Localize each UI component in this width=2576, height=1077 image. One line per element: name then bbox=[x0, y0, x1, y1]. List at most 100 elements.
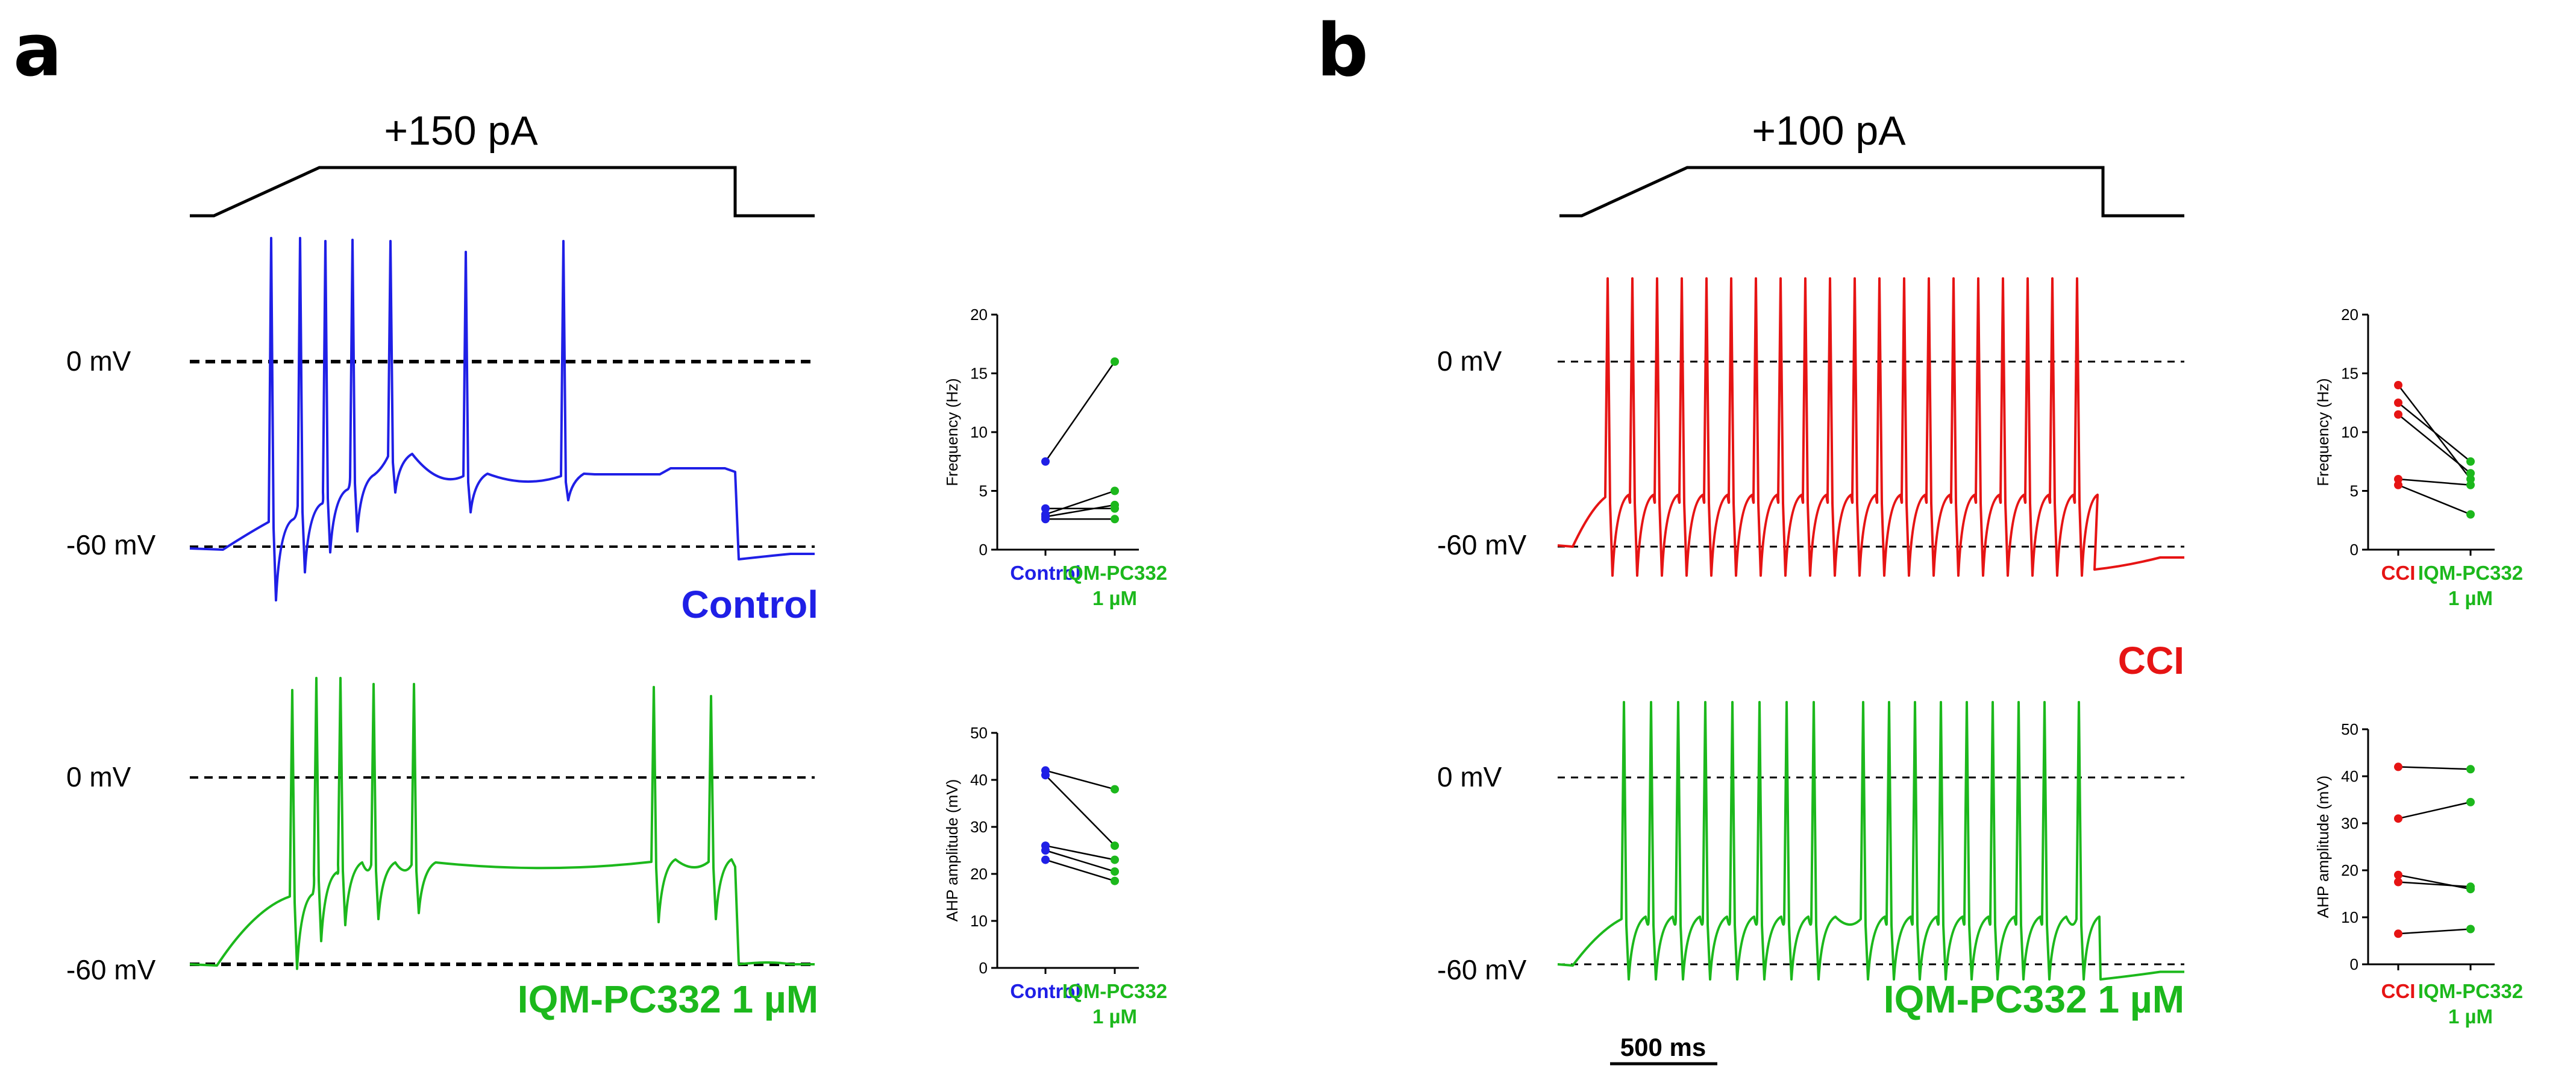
voltage-trace-control bbox=[189, 237, 815, 601]
condition-label-control: Control bbox=[682, 583, 819, 626]
data-point bbox=[1111, 785, 1119, 794]
data-point bbox=[2466, 480, 2475, 489]
y-tick-label: 10 bbox=[2341, 423, 2358, 441]
scale-bar-label: 500 ms bbox=[1620, 1033, 1706, 1061]
paired-line bbox=[1045, 770, 1115, 790]
data-point bbox=[2394, 929, 2402, 938]
y-tick-label: 0 bbox=[2350, 955, 2358, 973]
condition-label-drug-a: IQM-PC332 1 µM bbox=[518, 978, 818, 1021]
data-point bbox=[2466, 457, 2475, 466]
paired-line bbox=[2398, 766, 2471, 770]
y-tick-label: 40 bbox=[970, 771, 988, 789]
data-point bbox=[2466, 469, 2475, 478]
y-tick-label: 50 bbox=[970, 724, 988, 742]
paired-line bbox=[2398, 402, 2471, 462]
ahp-plot-b: 0 10 20 30 40 50 AHP amplitude (mV) CCI IQM-PC33… bbox=[2314, 720, 2523, 1028]
y-tick-label: 20 bbox=[970, 865, 988, 883]
paired-line bbox=[1045, 504, 1115, 518]
paired-line bbox=[2398, 881, 2471, 888]
paired-line bbox=[2398, 928, 2471, 935]
y-tick-label: 20 bbox=[2341, 306, 2358, 324]
category-label: CCI bbox=[2381, 980, 2416, 1002]
y-axis-title: Frequency (Hz) bbox=[2314, 378, 2332, 486]
y-tick-label: 15 bbox=[2341, 365, 2358, 383]
data-point bbox=[1111, 841, 1119, 850]
y-tick-label: 5 bbox=[979, 482, 988, 500]
paired-line bbox=[1045, 849, 1115, 873]
category-label: Control bbox=[1010, 562, 1080, 584]
category-label: IQM-PC332 1 µM bbox=[2418, 980, 2523, 1028]
y-axis-title: AHP amplitude (mV) bbox=[943, 779, 961, 922]
data-point bbox=[2466, 925, 2475, 934]
y-tick-label: 20 bbox=[970, 306, 988, 324]
y-tick-label: 40 bbox=[2341, 767, 2358, 785]
paired-line bbox=[2398, 478, 2471, 486]
label-0mv: 0 mV bbox=[66, 761, 131, 793]
data-point bbox=[1111, 867, 1119, 876]
label-minus60mv: -60 mV bbox=[1437, 954, 1527, 985]
data-point bbox=[2394, 475, 2402, 483]
stimulus-label-b: +100 pA bbox=[1752, 108, 1906, 154]
panel-letter-a: a bbox=[13, 9, 62, 93]
paired-line bbox=[1044, 361, 1116, 462]
data-point bbox=[2466, 765, 2475, 774]
y-tick-label: 0 bbox=[979, 959, 988, 977]
y-tick-label: 10 bbox=[970, 912, 988, 930]
y-tick-label: 15 bbox=[970, 365, 988, 383]
category-label: IQM-PC332 1 µM bbox=[1062, 980, 1167, 1028]
data-point bbox=[1041, 515, 1050, 524]
condition-label-drug-b: IQM-PC332 1 µM bbox=[1884, 978, 2184, 1021]
stimulus-protocol-b: +100 pA bbox=[1559, 108, 2184, 218]
data-point bbox=[1041, 771, 1050, 780]
data-point bbox=[2394, 398, 2402, 407]
voltage-trace-drug-a bbox=[189, 677, 815, 970]
category-label: CCI bbox=[2381, 562, 2416, 584]
paired-line bbox=[1045, 774, 1115, 847]
paired-line bbox=[2398, 801, 2471, 820]
y-tick-label: 30 bbox=[2341, 814, 2358, 832]
stimulus-protocol-a: +150 pA bbox=[190, 108, 815, 218]
y-tick-label: 50 bbox=[2341, 720, 2358, 738]
label-0mv: 0 mV bbox=[1437, 345, 1502, 377]
paired-line bbox=[2398, 413, 2471, 474]
data-point bbox=[2394, 814, 2402, 823]
label-0mv: 0 mV bbox=[1437, 761, 1502, 793]
stimulus-label-a: +150 pA bbox=[384, 108, 538, 154]
data-point bbox=[2466, 475, 2475, 483]
category-label: Control bbox=[1010, 980, 1080, 1002]
frequency-plot-b: 0 5 10 15 20 Frequency (Hz) CCI IQM-PC332 1 µM bbox=[2314, 306, 2523, 609]
data-point bbox=[2394, 878, 2402, 887]
data-point bbox=[2394, 410, 2402, 419]
condition-label-cci: CCI bbox=[2118, 639, 2184, 682]
scale-bar: 500 ms bbox=[1610, 1033, 1717, 1066]
y-tick-label: 10 bbox=[2341, 908, 2358, 926]
paired-line bbox=[1045, 844, 1115, 861]
voltage-trace-drug-b bbox=[1557, 701, 2184, 981]
data-point bbox=[1111, 855, 1119, 864]
data-point bbox=[1041, 855, 1050, 864]
paired-line bbox=[2398, 874, 2471, 890]
data-point bbox=[1111, 486, 1119, 495]
y-tick-label: 0 bbox=[2350, 541, 2358, 559]
trace-a-control-frame: 0 mV -60 mV Control bbox=[66, 345, 818, 626]
data-point bbox=[2466, 797, 2475, 806]
paired-line bbox=[1045, 859, 1115, 882]
data-point bbox=[1111, 876, 1119, 885]
y-tick-label: 5 bbox=[2350, 482, 2358, 500]
data-point bbox=[2394, 480, 2402, 489]
y-tick-label: 0 bbox=[979, 541, 988, 559]
category-label: IQM-PC332 1 µM bbox=[1062, 562, 1167, 609]
label-minus60mv: -60 mV bbox=[1437, 529, 1527, 560]
y-tick-label: 30 bbox=[970, 818, 988, 836]
data-point bbox=[1111, 357, 1119, 366]
label-minus60mv: -60 mV bbox=[66, 529, 156, 560]
panel-letter-b: b bbox=[1317, 9, 1368, 93]
data-point bbox=[1041, 504, 1050, 513]
data-point bbox=[2394, 762, 2402, 771]
data-point bbox=[2466, 882, 2475, 891]
label-minus60mv: -60 mV bbox=[66, 954, 156, 985]
data-point bbox=[1041, 457, 1050, 466]
trace-b-cci-frame: 0 mV -60 mV CCI bbox=[1437, 345, 2184, 682]
